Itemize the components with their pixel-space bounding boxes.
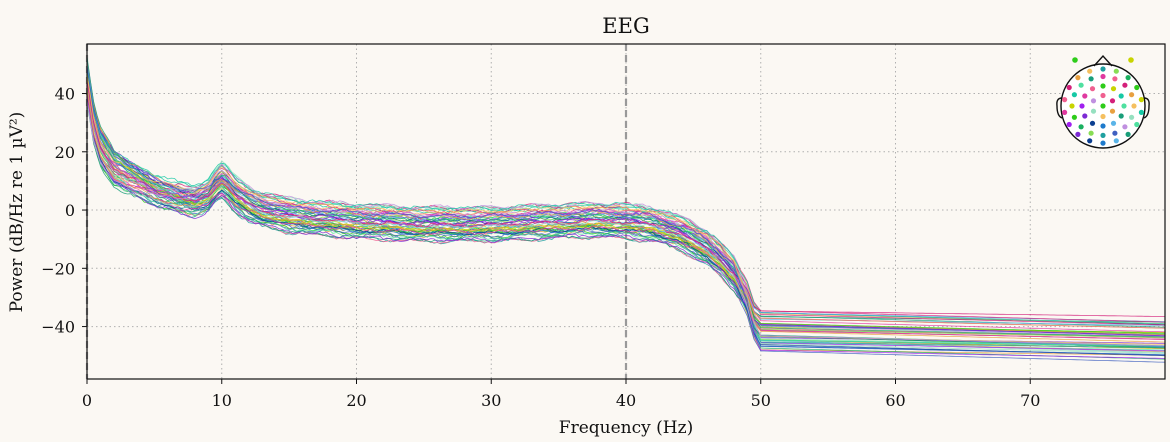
sensor-dot: [1121, 103, 1127, 109]
sensor-dot: [1075, 131, 1081, 137]
sensor-dot: [1082, 113, 1088, 119]
psd-channel-line: [86, 102, 1165, 338]
sensor-dot: [1087, 138, 1093, 144]
sensor-dot: [1125, 75, 1131, 81]
x-tick-label: 20: [346, 391, 366, 410]
head-nose: [1093, 54, 1113, 67]
sensor-dot: [1110, 120, 1117, 126]
sensor-dot: [1109, 98, 1116, 104]
sensor-dot: [1075, 75, 1081, 81]
y-tick-label: 40: [55, 85, 75, 104]
sensor-dot: [1112, 76, 1118, 82]
sensor-dot: [1100, 103, 1106, 109]
x-tick-label: 30: [481, 391, 501, 410]
psd-channel-line: [86, 88, 1166, 343]
x-tick-label: 50: [751, 391, 771, 410]
sensor-dot: [1129, 92, 1135, 98]
sensor-dot: [1062, 97, 1068, 103]
sensor-dot: [1100, 66, 1106, 72]
sensor-dot: [1138, 109, 1144, 115]
psd-channel-line: [86, 100, 1166, 347]
sensor-dot: [1110, 86, 1117, 92]
sensor-dot: [1122, 124, 1128, 130]
sensor-dot: [1100, 132, 1106, 138]
y-tick-label: 20: [55, 143, 75, 162]
psd-channel-line: [86, 78, 1165, 359]
sensor-dot: [1131, 103, 1137, 109]
x-tick-label: 0: [82, 391, 92, 410]
psd-channel-line: [86, 65, 1166, 325]
sensor-dot: [1066, 84, 1072, 91]
sensor-dot: [1090, 108, 1097, 114]
x-tick-label: 60: [885, 391, 905, 410]
sensor-dot: [1071, 114, 1077, 120]
sensor-dot: [1100, 92, 1106, 99]
sensor-dot: [1082, 93, 1088, 99]
psd-channel-line: [86, 93, 1166, 338]
y-tick-label: 0: [65, 201, 75, 220]
sensor-dot: [1113, 138, 1119, 144]
psd-channel-line: [86, 92, 1166, 340]
psd-channel-line: [86, 92, 1166, 357]
x-tick-label: 40: [616, 391, 636, 410]
chart-title: EEG: [602, 14, 649, 38]
sensor-dot: [1129, 114, 1135, 120]
sensor-dot: [1109, 108, 1116, 114]
psd-channel-line: [86, 100, 1166, 354]
sensor-dot: [1128, 57, 1134, 63]
sensor-dot: [1078, 82, 1084, 88]
sensor-dot: [1090, 98, 1097, 104]
sensor-dot: [1138, 97, 1144, 103]
sensor-dot: [1072, 57, 1078, 63]
y-axis-label: Power (dB/Hz re 1 µV²): [7, 112, 27, 313]
psd-channel-line: [86, 96, 1166, 349]
psd-channel-line: [86, 65, 1166, 356]
sensor-dot: [1078, 124, 1084, 130]
head-ear-left: [1056, 97, 1063, 119]
sensor-dot: [1122, 82, 1128, 88]
sensor-dot: [1134, 121, 1140, 128]
psd-channel-line: [86, 76, 1166, 345]
sensor-dot: [1113, 68, 1119, 74]
sensor-dot: [1089, 120, 1096, 126]
psd-channel-line: [86, 78, 1166, 323]
sensor-dot: [1088, 130, 1094, 136]
y-axis-ticks: −40 −20 0 20 40: [41, 85, 87, 337]
sensor-dot: [1079, 103, 1085, 109]
sensor-layout-inset: [1056, 54, 1150, 149]
sensor-dot: [1066, 121, 1072, 128]
x-tick-label: 10: [212, 391, 232, 410]
head-ear-right: [1143, 97, 1150, 119]
sensor-dot: [1100, 123, 1106, 129]
x-tick-label: 70: [1020, 391, 1040, 410]
sensor-dot: [1100, 113, 1106, 120]
psd-channel-line: [86, 94, 1165, 337]
sensor-dot: [1100, 73, 1106, 80]
sensor-dot: [1100, 83, 1106, 89]
sensor-dot: [1118, 93, 1124, 99]
sensor-dot: [1088, 76, 1094, 82]
x-axis-label: Frequency (Hz): [559, 418, 693, 438]
psd-channel-line: [86, 90, 1165, 347]
psd-channel-line: [86, 77, 1165, 317]
sensor-dot: [1125, 131, 1131, 137]
sensor-dot: [1069, 103, 1075, 109]
y-tick-label: −40: [41, 318, 75, 337]
y-tick-label: −20: [41, 259, 75, 278]
psd-channel-line: [86, 76, 1166, 329]
sensor-dot: [1087, 68, 1093, 74]
sensor-dot: [1118, 113, 1124, 119]
sensor-dot: [1100, 140, 1106, 146]
sensor-dot: [1134, 84, 1140, 91]
x-axis-ticks: 0 10 20 30 40 50 60 70: [82, 379, 1040, 410]
psd-series: [86, 56, 1166, 363]
sensor-dot: [1112, 130, 1118, 136]
sensor-dot: [1062, 109, 1068, 115]
sensor-dot: [1071, 92, 1077, 98]
sensor-dot: [1089, 86, 1096, 92]
